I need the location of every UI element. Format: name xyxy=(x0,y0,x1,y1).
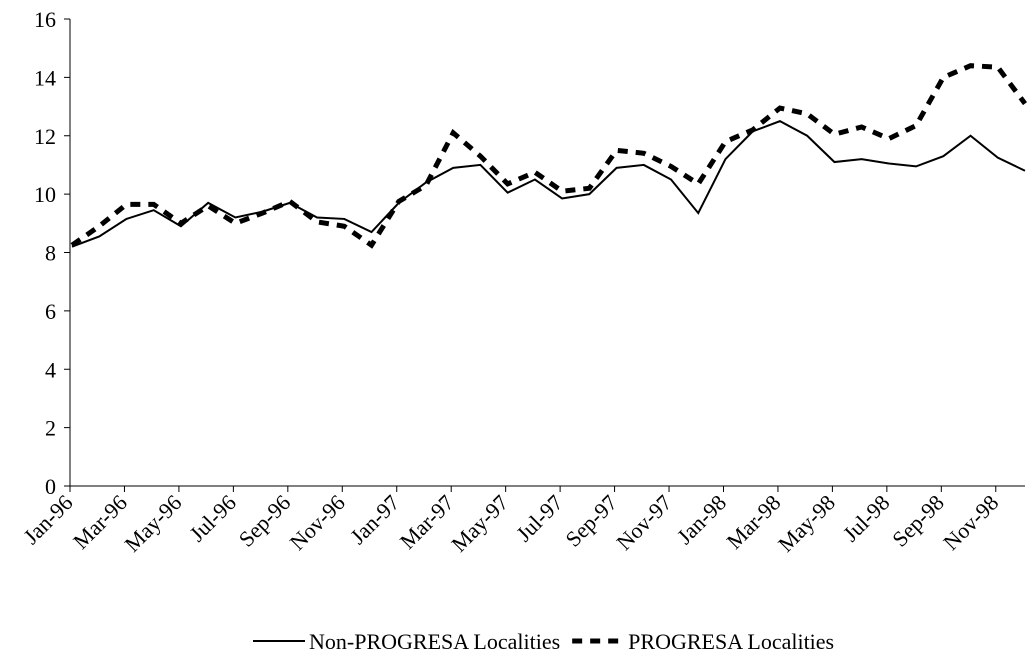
y-tick-label: 14 xyxy=(34,65,56,90)
y-tick-label: 12 xyxy=(34,124,56,149)
x-tick-label: May-98 xyxy=(773,490,840,557)
x-tick-label: Jan-97 xyxy=(345,490,404,549)
series-line xyxy=(71,120,1026,248)
x-tick-label: Mar-97 xyxy=(395,490,459,554)
x-tick-label: May-97 xyxy=(446,490,513,557)
x-tick-label: Nov-98 xyxy=(938,490,1003,555)
y-tick-label: 10 xyxy=(34,182,56,207)
x-tick-label: Sep-96 xyxy=(234,490,296,552)
y-tick-label: 8 xyxy=(45,241,56,266)
y-tick-label: 6 xyxy=(45,299,56,324)
x-tick-label: Nov-97 xyxy=(611,490,676,555)
x-tick-label: Sep-98 xyxy=(887,490,949,552)
y-tick-label: 16 xyxy=(34,7,56,32)
y-tick-label: 4 xyxy=(45,357,56,382)
x-tick-label: Jul-97 xyxy=(511,490,568,547)
x-tick-label: Mar-98 xyxy=(721,490,785,554)
legend-label: PROGRESA Localities xyxy=(628,629,834,654)
series-line xyxy=(70,63,1028,249)
x-tick-label: Nov-96 xyxy=(285,490,350,555)
x-tick-label: Mar-96 xyxy=(68,490,132,554)
y-tick-label: 0 xyxy=(45,474,56,499)
y-tick-label: 2 xyxy=(45,416,56,441)
x-tick-label: Jul-96 xyxy=(184,490,241,547)
legend-label: Non-PROGRESA Localities xyxy=(309,629,560,654)
x-tick-label: Jan-98 xyxy=(672,490,731,549)
x-tick-label: Jul-98 xyxy=(838,490,895,547)
x-tick-label: Sep-97 xyxy=(560,490,622,552)
x-tick-label: May-96 xyxy=(120,490,187,557)
